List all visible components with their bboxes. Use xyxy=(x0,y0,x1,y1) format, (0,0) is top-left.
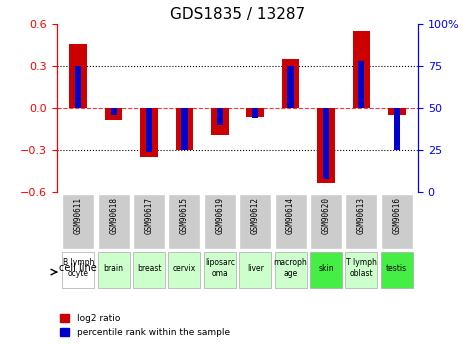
Bar xyxy=(62,252,94,288)
Bar xyxy=(252,108,258,118)
Text: GSM90611: GSM90611 xyxy=(74,197,83,234)
Bar xyxy=(282,59,299,108)
Text: GSM90616: GSM90616 xyxy=(392,197,401,234)
Bar xyxy=(133,194,165,249)
Title: GDS1835 / 13287: GDS1835 / 13287 xyxy=(170,7,305,22)
Text: GSM90612: GSM90612 xyxy=(251,197,260,234)
Bar xyxy=(317,108,335,183)
Bar xyxy=(345,194,377,249)
Bar xyxy=(98,252,130,288)
Text: T lymph
oblast: T lymph oblast xyxy=(346,258,377,278)
Bar xyxy=(204,194,236,249)
Bar xyxy=(352,31,370,108)
Bar xyxy=(169,252,200,288)
Bar xyxy=(105,108,123,119)
Text: breast: breast xyxy=(137,264,162,273)
Text: GSM90617: GSM90617 xyxy=(144,197,153,234)
Bar xyxy=(310,194,342,249)
Bar xyxy=(275,194,306,249)
Bar xyxy=(358,61,364,108)
Text: GSM90618: GSM90618 xyxy=(109,197,118,234)
Text: liposarc
oma: liposarc oma xyxy=(205,258,235,278)
Bar xyxy=(181,108,188,150)
Bar xyxy=(381,252,413,288)
Bar xyxy=(239,194,271,249)
Bar xyxy=(388,108,406,115)
Text: macroph
age: macroph age xyxy=(274,258,307,278)
Bar xyxy=(75,66,81,108)
Bar xyxy=(98,194,130,249)
Text: GSM90613: GSM90613 xyxy=(357,197,366,234)
Text: GSM90620: GSM90620 xyxy=(322,197,331,234)
Bar xyxy=(146,108,152,152)
Bar xyxy=(287,66,294,108)
Bar xyxy=(239,252,271,288)
Bar xyxy=(381,194,413,249)
Bar xyxy=(169,194,200,249)
Bar xyxy=(310,252,342,288)
Text: GSM90614: GSM90614 xyxy=(286,197,295,234)
Bar xyxy=(69,44,87,108)
Text: skin: skin xyxy=(318,264,334,273)
Bar xyxy=(323,108,329,179)
Bar xyxy=(211,108,228,135)
Bar xyxy=(204,252,236,288)
Text: testis: testis xyxy=(386,264,408,273)
Bar xyxy=(394,108,400,150)
Text: cervix: cervix xyxy=(173,264,196,273)
Bar xyxy=(217,108,223,125)
Bar xyxy=(62,194,94,249)
Bar xyxy=(176,108,193,150)
Bar xyxy=(111,108,117,115)
Bar xyxy=(140,108,158,157)
Bar xyxy=(247,108,264,117)
Legend: log2 ratio, percentile rank within the sample: log2 ratio, percentile rank within the s… xyxy=(57,310,233,341)
Text: B lymph
ocyte: B lymph ocyte xyxy=(63,258,94,278)
Text: cell line: cell line xyxy=(59,263,96,273)
Text: GSM90615: GSM90615 xyxy=(180,197,189,234)
Bar xyxy=(345,252,377,288)
Text: GSM90619: GSM90619 xyxy=(215,197,224,234)
Text: brain: brain xyxy=(104,264,124,273)
Bar xyxy=(275,252,306,288)
Text: liver: liver xyxy=(247,264,264,273)
Bar xyxy=(133,252,165,288)
